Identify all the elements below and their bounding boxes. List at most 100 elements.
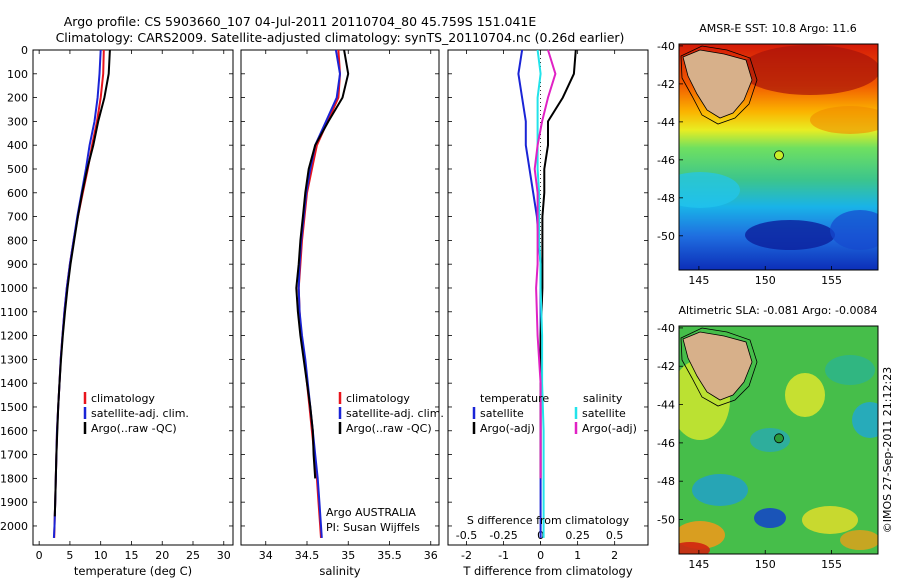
x-tick-label: 10 <box>94 549 108 562</box>
s-tick-label: 0.5 <box>606 529 624 542</box>
argo-float-marker <box>774 150 784 161</box>
x-tick-label: 35.5 <box>377 549 402 562</box>
y-tick-label: 1500 <box>0 401 28 414</box>
sla-high-patch <box>679 542 710 554</box>
map-x-tick-label: 150 <box>755 558 776 571</box>
map-y-tick-label: -44 <box>657 399 675 412</box>
sla-high-patch <box>840 530 878 550</box>
legend-title-salinity: salinity <box>583 392 623 405</box>
salinity-axes <box>240 49 440 546</box>
y-tick-label: 800 <box>7 234 28 247</box>
y-tick-label: 1400 <box>0 377 28 390</box>
figure-title-line1: Argo profile: CS 5903660_107 04-Jul-2011… <box>64 14 537 29</box>
series-line-argo <box>295 49 350 479</box>
temperature-ticks: 0100200300400500600700800900100011001200… <box>0 44 233 562</box>
series-line-s-argo <box>533 49 557 479</box>
difference-ticks: -2 -1 0 1 2-0.5 -0.25 0 0.25 0.5 <box>448 49 648 562</box>
map-x-tick-label: 145 <box>688 558 709 571</box>
sst-warm-patch <box>740 45 878 95</box>
sla-map-image <box>679 326 878 554</box>
x-tick-label: 2 <box>611 549 618 562</box>
x-tick-label: 0 <box>36 549 43 562</box>
legend-label-climatology: climatology <box>91 392 155 405</box>
y-tick-label: 1000 <box>0 282 28 295</box>
credit-stamp: ©IMOS 27-Sep-2011 21:12:23 <box>881 367 894 533</box>
legend-label-s-argo: Argo(-adj) <box>582 422 637 435</box>
x-tick-label: 0 <box>537 549 544 562</box>
y-tick-label: 900 <box>7 258 28 271</box>
argo-program-label: Argo AUSTRALIA <box>326 506 416 519</box>
legend-label-t-satellite: satellite <box>480 407 524 420</box>
map-y-tick-label: -40 <box>657 322 675 335</box>
series-line-satellite <box>297 49 341 538</box>
map-y-tick-label: -42 <box>657 360 675 373</box>
x-tick-label: 5 <box>66 549 73 562</box>
legend-label-argo: Argo(..raw -QC) <box>91 422 177 435</box>
difference-lines <box>517 49 577 545</box>
x-tick-label: 15 <box>124 549 138 562</box>
sla-high-patch <box>802 506 858 534</box>
map-y-tick-label: -50 <box>657 514 675 527</box>
sla-low-patch <box>750 428 790 452</box>
sla-map-title: Altimetric SLA: -0.081 Argo: -0.0084 <box>679 304 878 317</box>
x-tick-label: 34.5 <box>295 549 320 562</box>
y-tick-label: 200 <box>7 92 28 105</box>
s-tick-label: -0.5 <box>456 529 477 542</box>
map-y-tick-label: -42 <box>657 78 675 91</box>
sst-cold-patch <box>745 220 835 250</box>
map-y-tick-label: -44 <box>657 116 675 129</box>
sla-high-patch <box>785 373 825 417</box>
map-x-tick-label: 145 <box>688 274 709 287</box>
temperature-xlabel: temperature (deg C) <box>74 564 192 578</box>
series-line-argo <box>53 49 111 517</box>
figure-title-line2: Climatology: CARS2009. Satellite-adjuste… <box>56 30 625 45</box>
x-tick-label: 25 <box>186 549 200 562</box>
sla-low-patch <box>754 508 786 528</box>
y-tick-label: 1200 <box>0 330 28 343</box>
difference-legend: temperature salinity satellite Argo(-adj… <box>472 392 637 435</box>
sst-warm-patch <box>810 106 878 134</box>
x-tick-label: 1 <box>574 549 581 562</box>
map-y-tick-label: -48 <box>657 475 675 488</box>
temperature-lines <box>52 49 111 538</box>
map-y-tick-label: -46 <box>657 154 675 167</box>
sst-cool-patch <box>679 172 740 208</box>
x-tick-label: -2 <box>461 549 472 562</box>
sst-map-title: AMSR-E SST: 10.8 Argo: 11.6 <box>699 22 857 35</box>
tasmania-landmass <box>682 49 753 119</box>
legend-label-s-satellite: satellite <box>582 407 626 420</box>
y-tick-label: 500 <box>7 163 28 176</box>
salinity-legend: climatology satellite-adj. clim. Argo(..… <box>338 392 444 435</box>
legend-label-argo: Argo(..raw -QC) <box>346 422 432 435</box>
argo-pi-label: PI: Susan Wijffels <box>326 521 420 534</box>
salinity-lines <box>295 49 350 538</box>
y-tick-label: 2000 <box>0 520 28 533</box>
salinity-ticks: 34 34.5 35 35.5 36 <box>241 49 439 562</box>
legend-label-t-argo: Argo(-adj) <box>480 422 535 435</box>
depth-contour <box>680 45 758 125</box>
map-y-tick-label: -50 <box>657 230 675 243</box>
sst-map-frame <box>678 43 879 271</box>
y-tick-label: 1100 <box>0 306 28 319</box>
x-tick-label: 36 <box>424 549 438 562</box>
x-tick-label: 34 <box>259 549 273 562</box>
y-tick-label: 1700 <box>0 449 28 462</box>
map-y-tick-label: -46 <box>657 437 675 450</box>
sla-map-ticks: 145 150 155 -40 -42 -44 -46 -48 -50 <box>657 322 842 571</box>
salinity-xlabel: salinity <box>319 564 360 578</box>
depth-contour <box>680 327 758 407</box>
x-tick-label: 35 <box>341 549 355 562</box>
legend-label-climatology: climatology <box>346 392 410 405</box>
sst-map-image <box>679 44 878 270</box>
sst-map-ticks: 145 150 155 -40 -42 -44 -46 -48 -50 <box>657 40 842 287</box>
sla-map-frame <box>678 325 879 555</box>
y-tick-label: 0 <box>21 44 28 57</box>
difference-xlabel-top: S difference from climatology <box>467 514 630 527</box>
map-y-tick-label: -48 <box>657 192 675 205</box>
y-tick-label: 1300 <box>0 353 28 366</box>
map-x-tick-label: 155 <box>821 558 842 571</box>
y-tick-label: 300 <box>7 115 28 128</box>
map-y-tick-label: -40 <box>657 40 675 53</box>
s-tick-label: 0.25 <box>565 529 590 542</box>
